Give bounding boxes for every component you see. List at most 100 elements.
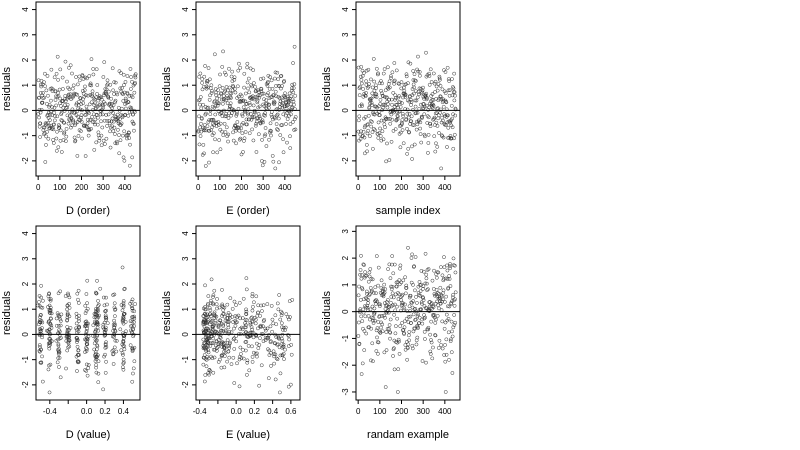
- data-point: [240, 131, 245, 136]
- data-point: [208, 308, 213, 312]
- data-point: [277, 108, 282, 112]
- data-point: [37, 115, 41, 120]
- data-point: [236, 313, 241, 318]
- data-point: [84, 330, 89, 335]
- data-point: [418, 289, 423, 294]
- data-point: [375, 326, 380, 330]
- data-point: [125, 136, 129, 141]
- data-point: [373, 285, 378, 290]
- y-tick-label: 3: [181, 32, 190, 37]
- data-point: [365, 122, 370, 127]
- data-point: [443, 343, 447, 347]
- data-point: [444, 276, 448, 281]
- data-point: [441, 118, 445, 123]
- data-point: [364, 273, 369, 278]
- data-point: [428, 306, 433, 311]
- data-point: [255, 95, 259, 100]
- data-point: [37, 294, 42, 298]
- data-point: [125, 74, 130, 78]
- x-tick-label: 400: [278, 183, 292, 192]
- data-point: [442, 265, 447, 270]
- data-point: [430, 278, 435, 283]
- data-point: [412, 85, 416, 90]
- data-point: [63, 59, 68, 64]
- data-point: [215, 150, 220, 155]
- data-point: [99, 143, 104, 148]
- data-point: [39, 360, 44, 365]
- data-point: [406, 245, 410, 250]
- data-point: [46, 136, 51, 141]
- data-point: [450, 329, 454, 334]
- data-point: [446, 317, 451, 321]
- data-point: [425, 281, 429, 286]
- data-point: [250, 291, 255, 296]
- data-point: [218, 121, 223, 126]
- data-point: [207, 97, 212, 102]
- data-point: [211, 118, 216, 123]
- data-point: [58, 128, 63, 133]
- data-point: [210, 319, 214, 323]
- data-point: [411, 282, 415, 287]
- data-point: [209, 298, 213, 303]
- y-tick-label: -1: [181, 132, 190, 140]
- data-point: [276, 116, 281, 121]
- data-point: [67, 328, 71, 332]
- data-point: [228, 101, 233, 106]
- data-point: [86, 133, 91, 138]
- data-point: [384, 95, 389, 100]
- data-point: [48, 298, 53, 303]
- data-point: [102, 354, 106, 359]
- data-point: [421, 298, 426, 303]
- data-point: [453, 297, 457, 302]
- data-point: [397, 339, 401, 344]
- data-point: [361, 262, 366, 267]
- data-point: [235, 110, 239, 115]
- data-point: [438, 77, 442, 82]
- data-point: [216, 101, 220, 106]
- data-point: [128, 343, 133, 348]
- data-point: [405, 107, 410, 112]
- data-point: [270, 86, 275, 91]
- data-point: [384, 159, 388, 164]
- data-point: [360, 361, 365, 366]
- data-point: [395, 117, 400, 121]
- data-point: [261, 76, 266, 81]
- data-point: [226, 331, 231, 336]
- data-point: [382, 301, 387, 305]
- data-point: [210, 356, 215, 361]
- data-point: [390, 117, 395, 122]
- data-point: [198, 95, 203, 99]
- data-point: [218, 318, 222, 323]
- data-point: [256, 346, 261, 350]
- data-point: [443, 390, 448, 394]
- data-point: [226, 311, 231, 315]
- data-point: [399, 86, 404, 91]
- data-point: [447, 277, 452, 281]
- data-point: [377, 304, 382, 309]
- data-point: [388, 336, 392, 341]
- data-point: [268, 75, 272, 79]
- data-point: [130, 323, 135, 328]
- data-point: [430, 304, 435, 308]
- data-point: [221, 308, 226, 312]
- data-point: [257, 383, 261, 388]
- data-point: [421, 296, 426, 300]
- y-tick-label: -2: [181, 381, 190, 389]
- x-tick-label: 0.6: [285, 407, 297, 416]
- data-point: [248, 103, 253, 107]
- points-group: [35, 265, 138, 395]
- data-point: [288, 382, 293, 387]
- data-point: [84, 329, 89, 333]
- data-point: [425, 288, 429, 292]
- data-point: [449, 136, 454, 141]
- x-tick-label: 100: [213, 183, 227, 192]
- data-point: [412, 142, 417, 147]
- data-point: [225, 316, 230, 320]
- data-point: [400, 128, 405, 132]
- data-point: [410, 346, 415, 351]
- data-point: [202, 151, 206, 156]
- data-point: [207, 118, 212, 123]
- data-point: [283, 347, 287, 352]
- data-point: [422, 313, 426, 317]
